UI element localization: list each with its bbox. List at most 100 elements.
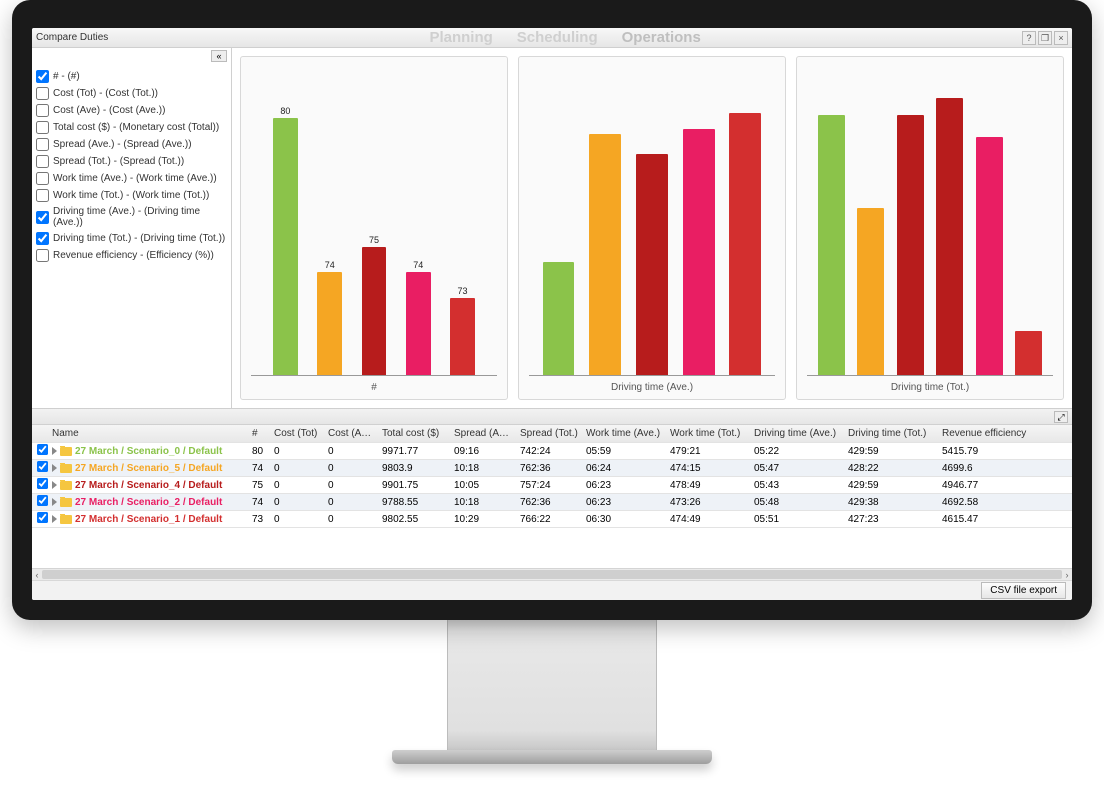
table-cell: 762:36	[516, 497, 582, 508]
close-icon[interactable]: ×	[1054, 31, 1068, 45]
chart-bar	[857, 208, 884, 375]
scroll-thumb[interactable]	[42, 570, 1062, 579]
metric-label: # - (#)	[53, 71, 80, 82]
scroll-left-icon[interactable]: ‹	[32, 569, 42, 581]
column-header[interactable]: Work time (Ave.)	[582, 428, 666, 439]
column-header[interactable]: Work time (Tot.)	[666, 428, 750, 439]
table-cell: 478:49	[666, 480, 750, 491]
column-header[interactable]: Total cost ($)	[378, 428, 450, 439]
table-cell: 0	[270, 446, 324, 457]
table-cell: 0	[324, 463, 378, 474]
row-name-cell[interactable]: 27 March / Scenario_4 / Default	[48, 480, 248, 491]
column-header[interactable]: Revenue efficiency	[938, 428, 1036, 439]
column-header[interactable]: Cost (Tot)	[270, 428, 324, 439]
column-header[interactable]: Driving time (Ave.)	[750, 428, 844, 439]
column-header[interactable]: Spread (Ave.)	[450, 428, 516, 439]
table-row[interactable]: 27 March / Scenario_1 / Default73009802.…	[32, 511, 1072, 528]
help-icon[interactable]: ?	[1022, 31, 1036, 45]
metric-checkbox[interactable]	[36, 138, 49, 151]
row-checkbox[interactable]	[37, 512, 48, 523]
table-cell: 0	[270, 480, 324, 491]
row-checkbox[interactable]	[37, 478, 48, 489]
row-checkbox[interactable]	[37, 444, 48, 455]
metric-checkbox-item[interactable]: Driving time (Ave.) - (Driving time (Ave…	[36, 204, 227, 230]
expand-triangle-icon[interactable]	[52, 481, 57, 489]
table-cell: 4615.47	[938, 514, 1036, 525]
metric-checkbox[interactable]	[36, 211, 49, 224]
metric-checkbox-item[interactable]: Revenue efficiency - (Efficiency (%))	[36, 247, 227, 264]
metric-checkbox[interactable]	[36, 189, 49, 202]
column-header[interactable]: Name	[48, 428, 248, 439]
chart-plot	[807, 67, 1053, 376]
csv-export-button[interactable]: CSV file export	[981, 582, 1066, 599]
metric-checkbox[interactable]	[36, 172, 49, 185]
results-table: ⤢ Name#Cost (Tot)Cost (Ave)Total cost ($…	[32, 408, 1072, 580]
column-header[interactable]: #	[248, 428, 270, 439]
metric-checkbox-item[interactable]: Cost (Tot) - (Cost (Tot.))	[36, 85, 227, 102]
row-checkbox[interactable]	[37, 461, 48, 472]
metric-checkbox-item[interactable]: Spread (Ave.) - (Spread (Ave.))	[36, 136, 227, 153]
nav-scheduling[interactable]: Scheduling	[517, 29, 598, 46]
folder-icon	[60, 447, 72, 456]
expand-triangle-icon[interactable]	[52, 515, 57, 523]
column-header[interactable]: Driving time (Tot.)	[844, 428, 938, 439]
expand-triangle-icon[interactable]	[52, 464, 57, 472]
chart-bar	[450, 298, 475, 375]
chart-title: Driving time (Tot.)	[807, 376, 1053, 395]
table-cell: 05:43	[750, 480, 844, 491]
table-cell: 10:05	[450, 480, 516, 491]
column-header[interactable]: Cost (Ave)	[324, 428, 378, 439]
metric-label: Total cost ($) - (Monetary cost (Total))	[53, 122, 219, 133]
chart-card: Driving time (Ave.)	[518, 56, 786, 400]
window-title: Compare Duties	[36, 32, 108, 43]
table-row[interactable]: 27 March / Scenario_5 / Default74009803.…	[32, 460, 1072, 477]
chart-bar	[1015, 331, 1042, 375]
metric-checkbox[interactable]	[36, 249, 49, 262]
row-name-cell[interactable]: 27 March / Scenario_2 / Default	[48, 497, 248, 508]
expand-table-icon[interactable]: ⤢	[1054, 411, 1068, 423]
scroll-right-icon[interactable]: ›	[1062, 569, 1072, 581]
metric-checkbox-item[interactable]: Driving time (Tot.) - (Driving time (Tot…	[36, 230, 227, 247]
metric-checkbox[interactable]	[36, 155, 49, 168]
table-cell: 10:18	[450, 463, 516, 474]
nav-operations[interactable]: Operations	[622, 29, 701, 46]
table-cell: 9788.55	[378, 497, 450, 508]
expand-triangle-icon[interactable]	[52, 498, 57, 506]
metric-checkbox[interactable]	[36, 232, 49, 245]
expand-triangle-icon[interactable]	[52, 447, 57, 455]
chart-bar	[636, 154, 668, 375]
metric-checkbox[interactable]	[36, 87, 49, 100]
horizontal-scrollbar[interactable]: ‹ ›	[32, 568, 1072, 580]
table-cell: 474:49	[666, 514, 750, 525]
metric-checkbox[interactable]	[36, 104, 49, 117]
table-cell: 479:21	[666, 446, 750, 457]
row-name-cell[interactable]: 27 March / Scenario_0 / Default	[48, 446, 248, 457]
metric-checkbox-item[interactable]: Work time (Tot.) - (Work time (Tot.))	[36, 187, 227, 204]
bar-value-label: 75	[369, 235, 379, 245]
row-checkbox[interactable]	[37, 495, 48, 506]
metric-checkbox-item[interactable]: Total cost ($) - (Monetary cost (Total))	[36, 119, 227, 136]
collapse-sidebar-icon[interactable]: «	[211, 50, 227, 62]
table-cell: 429:59	[844, 446, 938, 457]
metric-checkbox-item[interactable]: Cost (Ave) - (Cost (Ave.))	[36, 102, 227, 119]
table-cell: 757:24	[516, 480, 582, 491]
row-name-cell[interactable]: 27 March / Scenario_1 / Default	[48, 514, 248, 525]
metric-checkbox-item[interactable]: Work time (Ave.) - (Work time (Ave.))	[36, 170, 227, 187]
table-cell: 05:22	[750, 446, 844, 457]
table-cell: 0	[324, 497, 378, 508]
metric-checkbox-item[interactable]: Spread (Tot.) - (Spread (Tot.))	[36, 153, 227, 170]
row-name-cell[interactable]: 27 March / Scenario_5 / Default	[48, 463, 248, 474]
metric-checkbox[interactable]	[36, 70, 49, 83]
table-cell: 0	[324, 446, 378, 457]
nav-planning[interactable]: Planning	[429, 29, 492, 46]
metric-checkbox-item[interactable]: # - (#)	[36, 68, 227, 85]
metric-label: Spread (Tot.) - (Spread (Tot.))	[53, 156, 184, 167]
table-cell: 4692.58	[938, 497, 1036, 508]
metric-checkbox[interactable]	[36, 121, 49, 134]
chart-bar	[729, 113, 761, 375]
table-row[interactable]: 27 March / Scenario_4 / Default75009901.…	[32, 477, 1072, 494]
restore-icon[interactable]: ❐	[1038, 31, 1052, 45]
table-row[interactable]: 27 March / Scenario_0 / Default80009971.…	[32, 443, 1072, 460]
column-header[interactable]: Spread (Tot.)	[516, 428, 582, 439]
table-row[interactable]: 27 March / Scenario_2 / Default74009788.…	[32, 494, 1072, 511]
